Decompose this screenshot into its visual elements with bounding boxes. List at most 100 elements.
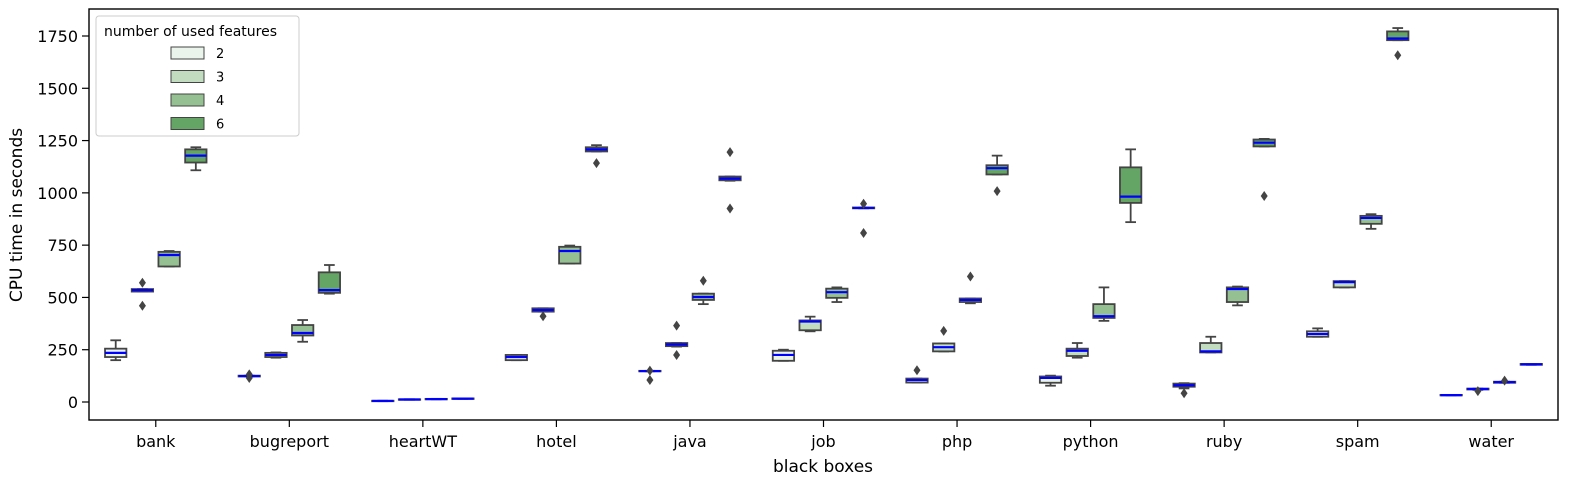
box-job-2 [771,348,796,362]
x-tick-label: job [810,432,835,451]
outlier-point [726,203,734,214]
x-tick-label: java [672,432,707,451]
outlier-point [1501,375,1509,386]
box-python-6 [1119,148,1143,224]
legend-swatch-3 [170,70,205,83]
box-body [1386,30,1410,42]
box-ruby-6 [1252,137,1276,201]
legend-title: number of used features [104,24,277,40]
box-bugreport-2 [237,369,261,383]
box-water-6 [1519,363,1543,366]
legend-swatch-2 [170,46,205,60]
box-php-3 [932,325,956,353]
box-bank-2 [104,339,128,362]
x-tick-label: heartWT [389,432,457,451]
y-tick-label: 1000 [37,184,78,203]
x-axis-label: black boxes [773,457,873,477]
x-tick-label: spam [1336,432,1380,451]
outlier-point [966,271,974,282]
box-job-6 [851,198,876,239]
box-hotel-3 [531,307,555,322]
outlier-point [1180,388,1188,399]
box-heartWT-2 [371,399,395,403]
box-job-4 [825,286,849,303]
box-heartWT-4 [424,397,448,401]
outlier-point [1474,386,1482,397]
legend-swatch-4 [170,93,205,107]
box-ruby-3 [1199,335,1223,354]
outlier-point [138,300,146,311]
box-hotel-2 [504,354,528,362]
box-bugreport-4 [291,319,315,343]
box-spam-3 [1332,280,1356,289]
legend: number of used features 2 3 4 6 [95,15,300,137]
x-tick-label: python [1063,432,1119,451]
outlier-point [993,186,1001,197]
box-body [985,164,1009,176]
legend-label-2: 2 [216,47,224,62]
box-bank-6 [184,146,208,172]
x-tick-label: water [1468,432,1514,451]
y-tick-label: 1250 [37,132,78,151]
box-python-2 [1038,374,1063,387]
box-heartWT-6 [451,397,475,400]
box-php-6 [985,154,1009,197]
box-bugreport-3 [264,351,288,359]
box-java-6 [718,147,742,214]
y-tick-label: 250 [47,341,78,360]
box-water-2 [1439,393,1463,397]
box-hotel-4 [558,244,582,265]
y-tick-label: 750 [47,236,78,255]
outlier-point [138,277,146,288]
legend-label-3: 3 [216,71,224,86]
box-body [317,271,341,294]
box-water-4 [1492,375,1517,386]
x-tick-label: bank [136,432,176,451]
legend-entries: 2 3 4 6 [170,46,224,133]
box-java-4 [691,275,715,306]
legend-label-6: 6 [216,118,224,133]
y-axis-label: CPU time in seconds [7,128,27,302]
box-job-3 [798,315,822,333]
outlier-point [726,147,734,158]
outlier-point [913,365,921,376]
box-water-3 [1466,386,1490,397]
x-tick-label: ruby [1206,432,1242,451]
outlier-point [673,320,681,331]
box-spam-6 [1386,27,1410,61]
x-axis: bank bugreport heartWT hotel java job php pytho… [136,420,1514,451]
legend-label-4: 4 [216,94,224,109]
box-php-4 [958,271,982,305]
box-body [1038,375,1063,384]
outlier-point [1260,190,1268,201]
outlier-point [860,228,868,239]
box-heartWT-3 [397,398,422,401]
box-ruby-4 [1225,285,1250,307]
outlier-point [1394,50,1402,61]
box-ruby-2 [1172,382,1196,399]
y-tick-label: 500 [47,288,78,307]
box-hotel-6 [584,144,609,169]
legend-swatch-6 [170,117,205,130]
box-bugreport-6 [317,264,341,295]
box-php-2 [905,365,929,384]
box-body [1225,286,1250,303]
box-bank-4 [157,250,181,268]
box-python-3 [1065,342,1089,359]
x-tick-label: bugreport [250,432,329,451]
outlier-point [245,369,253,380]
y-tick-label: 1500 [37,79,78,98]
outlier-point [673,349,681,360]
box-spam-4 [1359,213,1383,230]
box-python-4 [1092,286,1116,322]
outlier-point [699,275,707,286]
box-body [1119,166,1143,204]
box-body [1359,214,1383,225]
y-tick-label: 1750 [37,27,78,46]
box-bank-3 [130,277,155,311]
box-body [291,324,315,337]
box-body [558,245,582,265]
y-axis: 0 250 500 750 1000 1250 1500 1750 [37,27,89,412]
outlier-point [592,158,600,169]
